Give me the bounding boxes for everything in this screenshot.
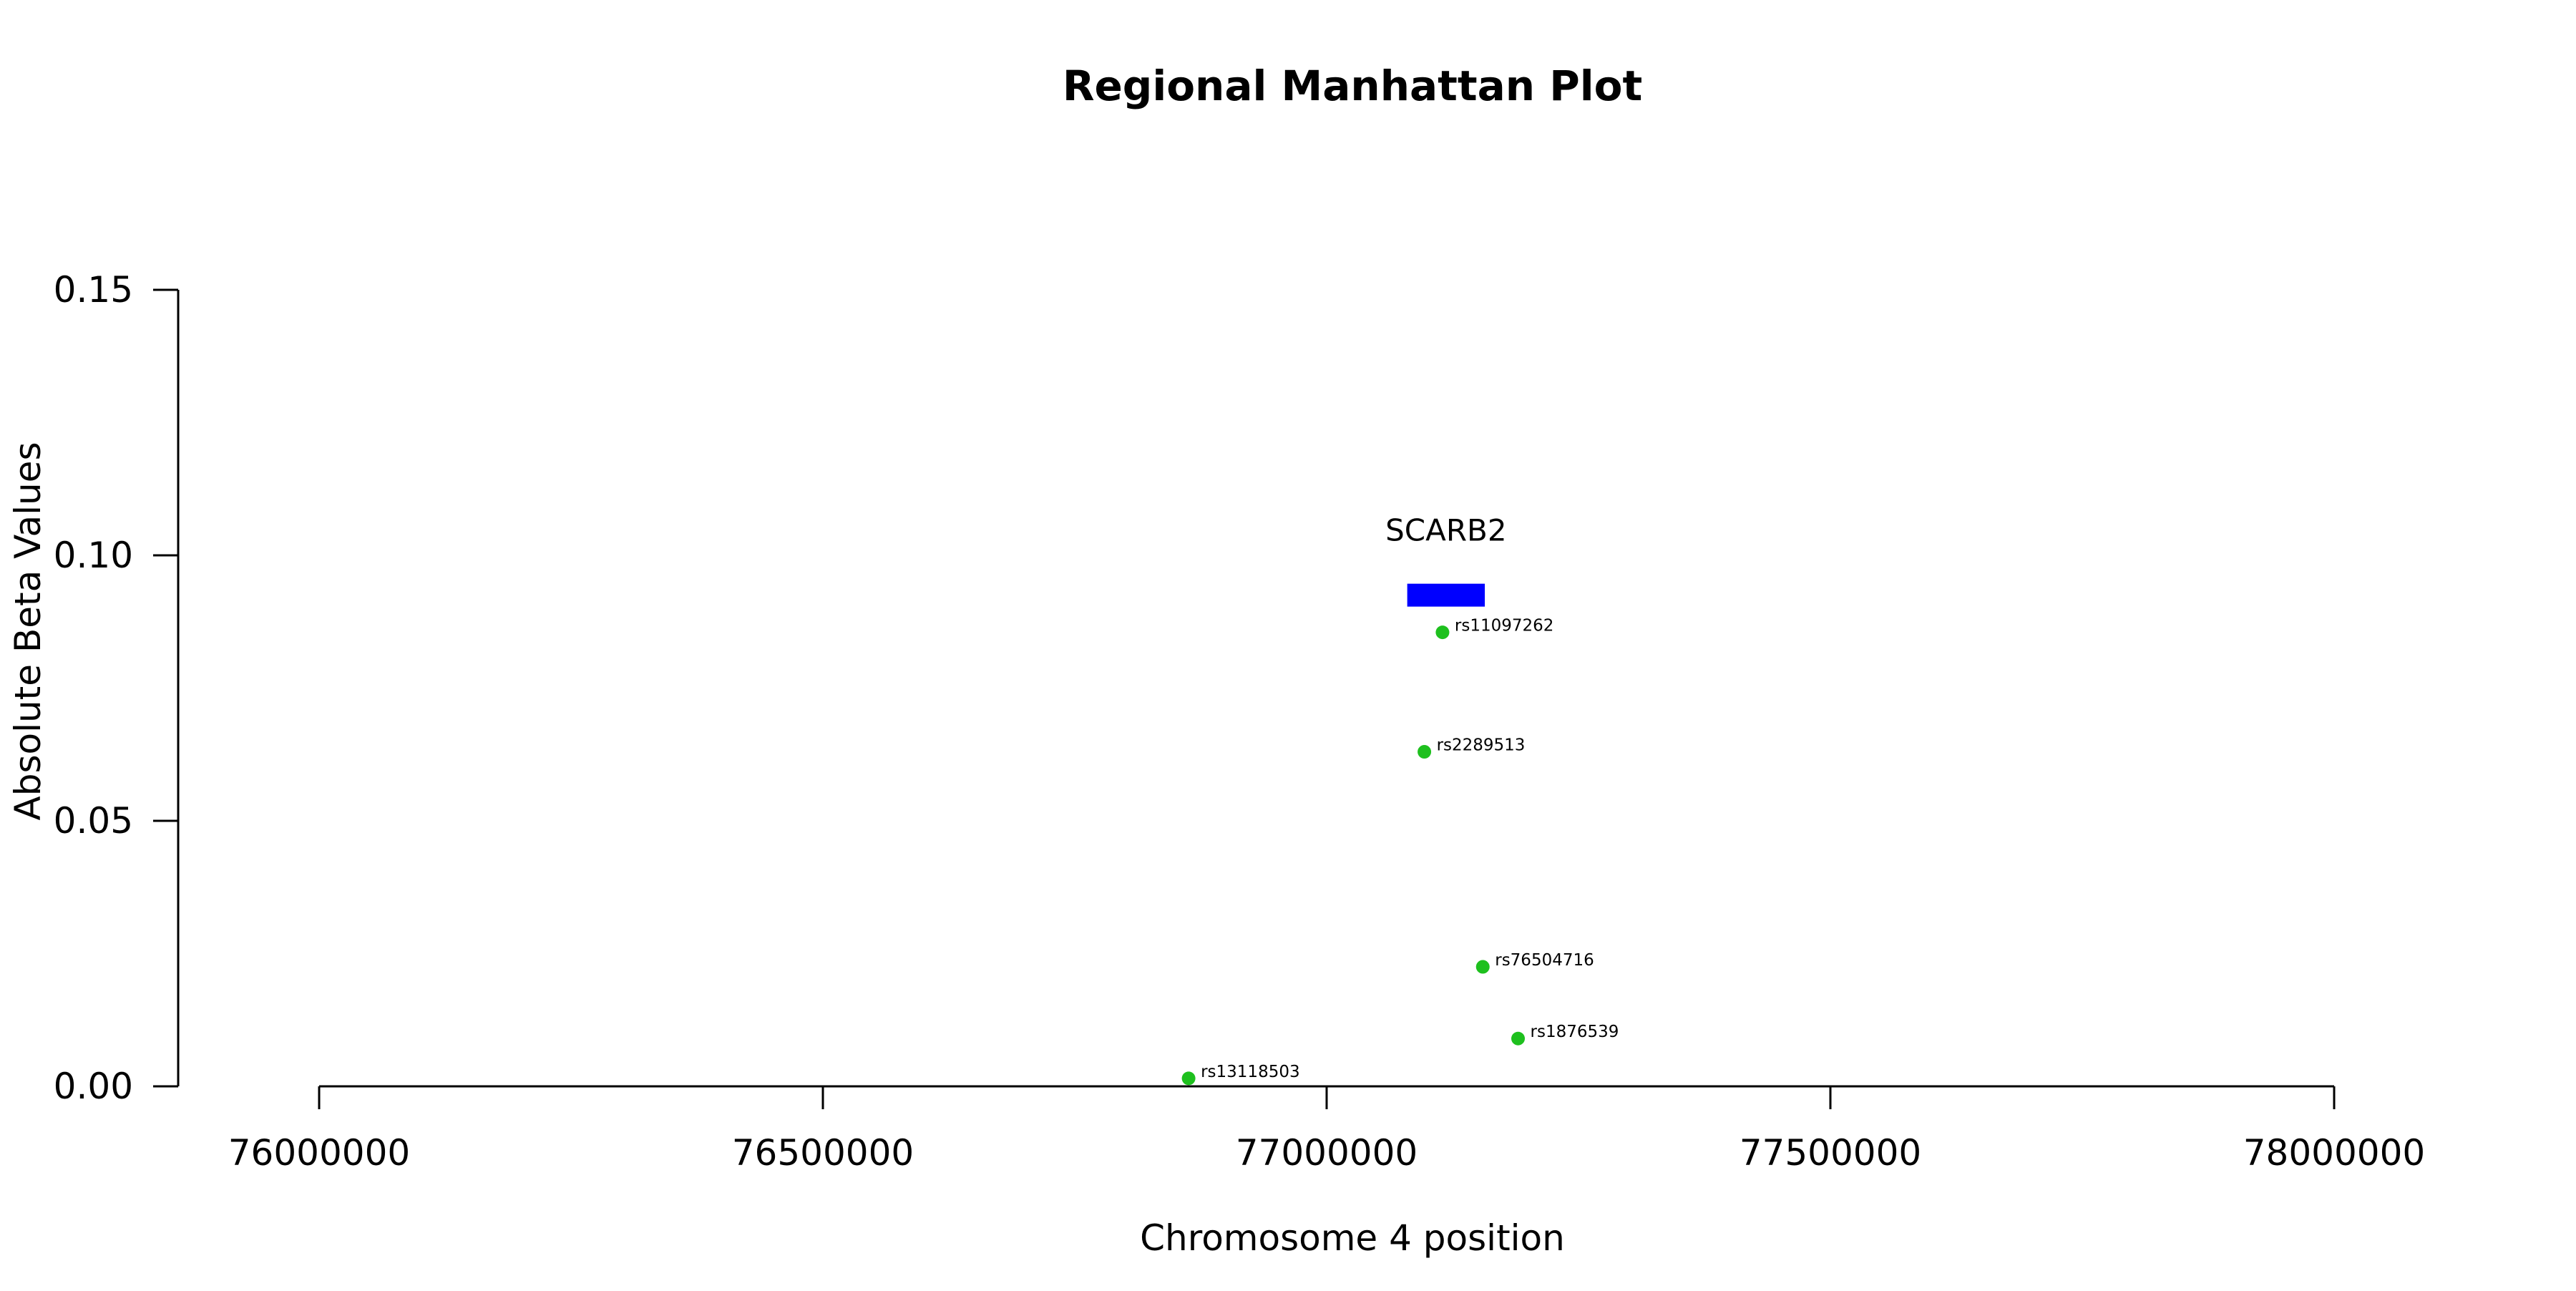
snp-label: rs76504716	[1495, 951, 1594, 970]
snp-label: rs1876539	[1531, 1023, 1619, 1041]
x-tick-label: 76000000	[228, 1132, 411, 1174]
y-tick-label: 0.00	[54, 1066, 133, 1107]
snp-point	[1418, 745, 1432, 759]
x-tick-label: 77500000	[1740, 1132, 1922, 1174]
x-tick-label: 77000000	[1236, 1132, 1418, 1174]
y-axis-label: Absolute Beta Values	[7, 442, 49, 821]
snp-point	[1435, 625, 1450, 640]
x-tick-label: 78000000	[2243, 1132, 2426, 1174]
y-tick-label: 0.15	[54, 269, 133, 311]
snp-label: rs11097262	[1455, 617, 1554, 635]
gene-track: SCARB2	[1385, 513, 1507, 607]
x-axis-label: Chromosome 4 position	[1140, 1217, 1565, 1259]
x-tick-label: 76500000	[732, 1132, 914, 1174]
snp-point	[1475, 960, 1490, 974]
snp-point	[1511, 1031, 1526, 1046]
snp-point	[1181, 1071, 1196, 1086]
y-tick-label: 0.05	[54, 800, 133, 842]
axes: 0.00 0.05 0.10 0.15 76000000 76500000 77000000…	[54, 269, 2426, 1174]
snp-label: rs2289513	[1437, 736, 1526, 755]
gene-label: SCARB2	[1385, 513, 1506, 548]
gene-bar	[1407, 583, 1485, 607]
chart-title: Regional Manhattan Plot	[1063, 62, 1642, 110]
snp-points: rs11097262 rs2289513 rs76504716 rs1876539 rs…	[1181, 617, 1619, 1086]
snp-label: rs13118503	[1201, 1063, 1300, 1081]
y-tick-label: 0.10	[54, 535, 133, 576]
